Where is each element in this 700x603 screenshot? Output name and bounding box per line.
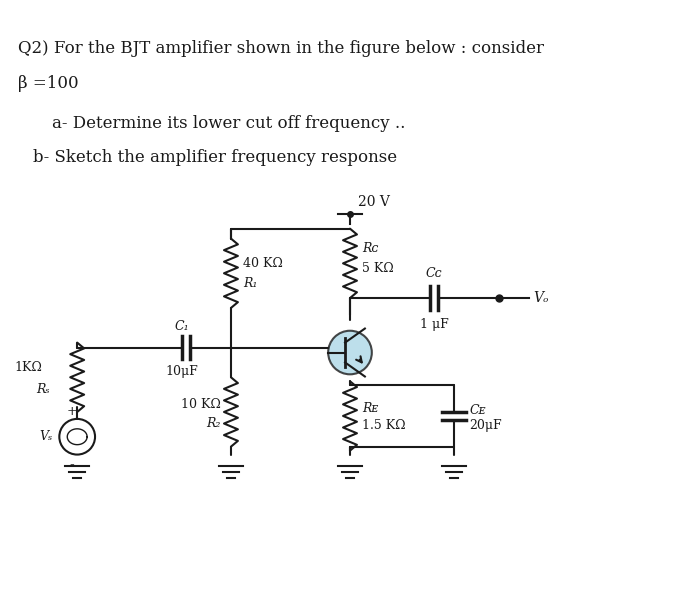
Text: b- Sketch the amplifier frequency response: b- Sketch the amplifier frequency respon… [32,150,397,166]
Text: β =100: β =100 [18,75,78,92]
Text: Rᴇ: Rᴇ [362,402,378,414]
Text: 40 KΩ: 40 KΩ [243,257,283,270]
Text: Rₛ: Rₛ [36,383,50,396]
Text: Vₛ: Vₛ [39,431,52,443]
Text: R₁: R₁ [243,277,257,289]
Text: 20μF: 20μF [469,419,502,432]
Text: 1.5 KΩ: 1.5 KΩ [362,419,405,432]
Text: 1KΩ: 1KΩ [15,361,43,374]
Text: R₂: R₂ [206,417,221,431]
Text: Rᴄ: Rᴄ [362,242,378,255]
Text: 5 KΩ: 5 KΩ [362,262,393,275]
Text: 20 V: 20 V [358,195,390,209]
Text: Q2) For the BJT amplifier shown in the figure below : consider: Q2) For the BJT amplifier shown in the f… [18,40,544,57]
Text: Vₒ: Vₒ [533,291,549,305]
Text: +: + [67,405,78,418]
Text: Cᴇ: Cᴇ [469,405,486,417]
Text: -: - [70,458,75,473]
Text: C₁: C₁ [174,320,189,333]
Text: 10μF: 10μF [165,365,197,379]
Circle shape [328,330,372,374]
Text: 1 μF: 1 μF [420,318,449,331]
Text: a- Determine its lower cut off frequency ..: a- Determine its lower cut off frequency… [52,115,406,131]
Text: Cᴄ: Cᴄ [426,267,442,280]
Text: 10 KΩ: 10 KΩ [181,397,221,411]
